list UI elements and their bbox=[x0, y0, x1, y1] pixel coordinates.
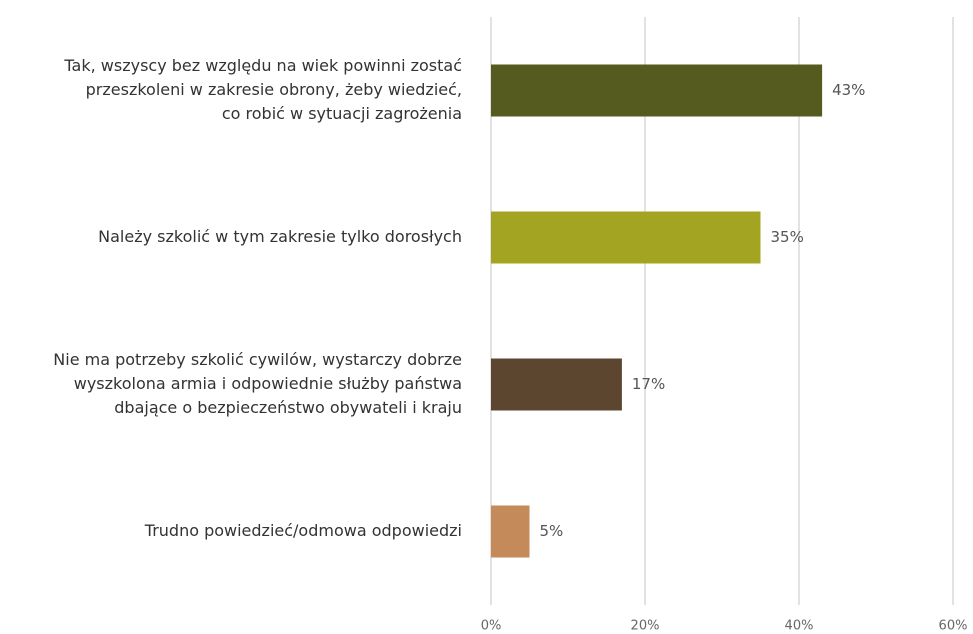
category-label: przeszkoleni w zakresie obrony, żeby wie… bbox=[86, 80, 462, 99]
data-label: 5% bbox=[540, 522, 564, 540]
x-tick-label: 40% bbox=[785, 619, 814, 634]
data-label: 43% bbox=[832, 81, 865, 99]
bar bbox=[491, 64, 823, 117]
x-tick-label: 60% bbox=[939, 619, 968, 634]
category-label: Trudno powiedzieć/odmowa odpowiedzi bbox=[144, 521, 462, 540]
data-label: 17% bbox=[632, 375, 665, 393]
category-label: wyszkolona armia i odpowiednie służby pa… bbox=[74, 374, 462, 393]
category-label: co robić w sytuacji zagrożenia bbox=[222, 104, 462, 123]
bar bbox=[491, 358, 622, 411]
x-tick-label: 0% bbox=[481, 619, 502, 634]
category-label: dbające o bezpieczeństwo obywateli i kra… bbox=[114, 398, 462, 417]
category-label: Tak, wszyscy bez względu na wiek powinni… bbox=[63, 56, 462, 75]
category-label: Nie ma potrzeby szkolić cywilów, wystarc… bbox=[53, 350, 462, 369]
bar bbox=[491, 211, 761, 264]
category-label: Należy szkolić w tym zakresie tylko doro… bbox=[98, 227, 462, 246]
bar bbox=[491, 505, 530, 558]
x-tick-label: 20% bbox=[631, 619, 660, 634]
data-label: 35% bbox=[771, 228, 804, 246]
